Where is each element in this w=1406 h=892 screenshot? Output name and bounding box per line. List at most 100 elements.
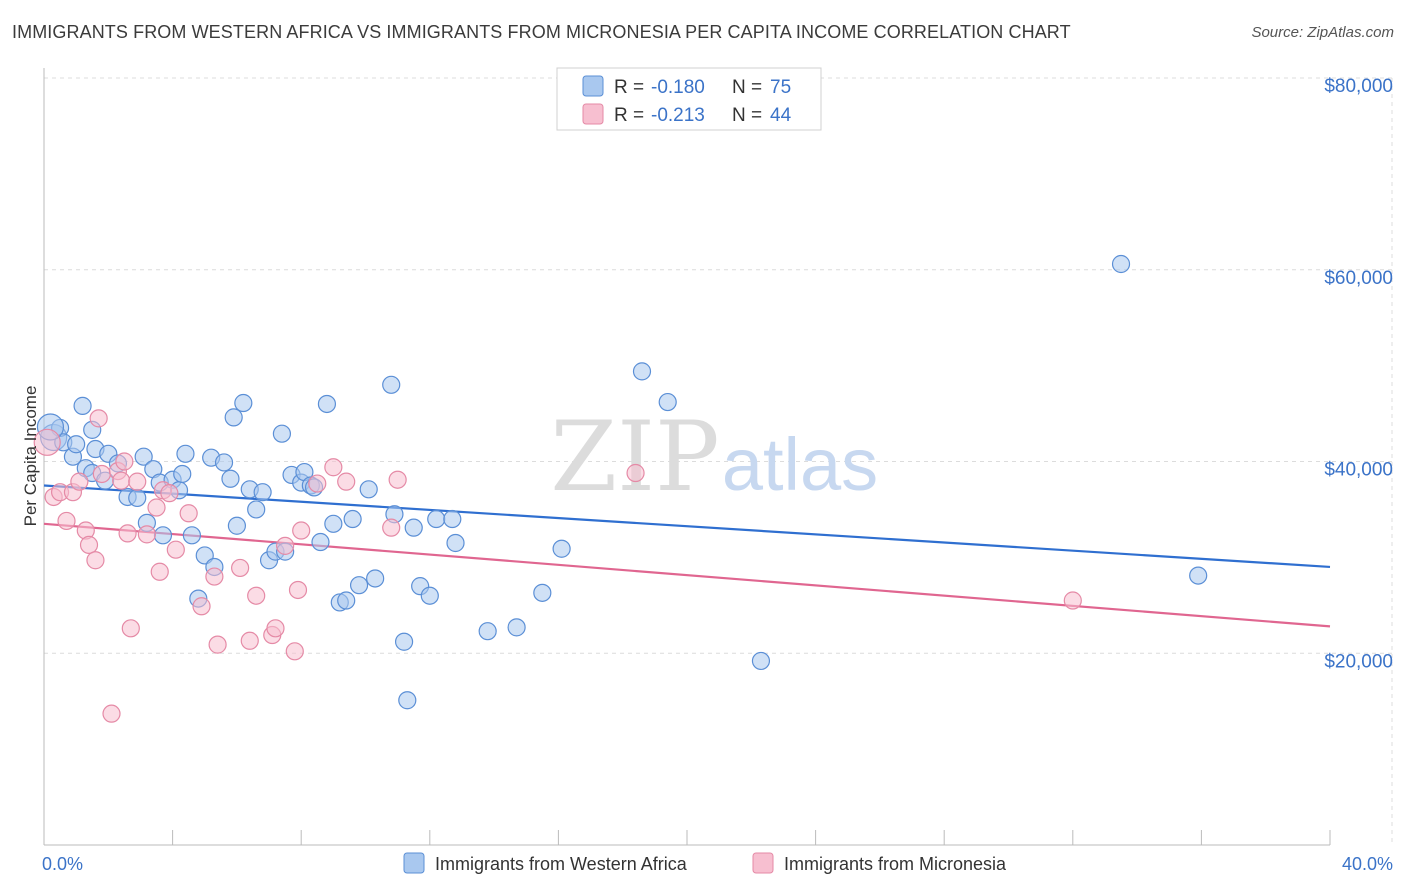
source-label: Source: ZipAtlas.com [1251,24,1394,41]
point-pink-2 [57,511,76,531]
point-blue-33 [234,393,253,413]
point-pink-14 [118,524,137,543]
x-tick-label-1: 40.0% [1342,854,1393,874]
y-tick-label-3: $80,000 [1324,76,1393,97]
point-blue-15 [134,447,153,466]
point-blue-70 [658,392,677,412]
y-tick-labels: $20,000 $40,000 $60,000 $80,000 [1324,76,1393,672]
point-blue-46 [311,532,330,552]
point-pink-29 [247,586,266,605]
point-blue-55 [382,375,401,394]
point-pink-9 [92,464,111,484]
point-pink-25 [205,567,224,586]
point-blue-4 [67,435,86,454]
point-pink-21 [160,484,179,503]
legend-r-label-1: R = [614,77,644,98]
y-axis-label: Per Capita Income [21,386,40,527]
legend-swatch-blue [582,75,604,97]
point-blue-58 [398,691,417,710]
point-pink-15 [121,619,140,638]
point-pink-38 [337,472,356,491]
point-pink-43 [33,428,61,456]
bottom-legend-swatch-pink [752,852,774,874]
point-blue-53 [359,480,378,499]
point-pink-31 [266,619,285,638]
point-blue-57 [394,632,414,651]
point-blue-63 [443,509,462,529]
point-blue-67 [533,583,552,602]
point-pink-18 [147,498,166,517]
point-blue-35 [247,500,266,519]
point-pink-39 [382,518,401,537]
point-pink-26 [208,635,227,654]
point-pink-33 [285,642,304,661]
legend-n-value-2: 44 [770,105,792,126]
point-pink-40 [388,470,407,489]
point-blue-59 [404,518,423,537]
point-pink-7 [86,551,105,570]
point-pink-27 [231,558,250,578]
bottom-legend-swatch-blue [403,852,425,874]
point-blue-73 [1189,566,1208,585]
point-blue-36 [253,483,272,502]
point-blue-48 [324,514,343,533]
point-pink-24 [192,597,211,616]
point-pink-8 [89,409,108,428]
point-blue-71 [751,651,771,671]
point-pink-12 [112,471,131,490]
legend-n-value-1: 75 [770,77,791,98]
legend-n-label-1: N = [732,77,762,98]
legend-r-label-2: R = [614,105,644,126]
point-blue-22 [173,464,192,484]
point-blue-14 [128,488,147,508]
point-pink-42 [1063,591,1082,610]
point-blue-52 [349,576,369,595]
axes [43,68,1331,846]
legend-n-label-2: N = [732,105,762,126]
point-blue-47 [317,394,337,414]
point-blue-72 [1111,254,1131,274]
point-pink-17 [137,525,156,544]
point-pink-28 [240,631,259,650]
point-pink-35 [292,521,311,540]
point-blue-32 [227,516,246,535]
point-blue-68 [552,539,571,558]
point-pink-10 [102,704,121,723]
point-pink-22 [166,540,185,559]
point-blue-62 [427,509,446,529]
point-blue-19 [153,526,173,545]
y-tick-label-0: $20,000 [1324,651,1393,672]
legend-series: Immigrants from Western Africa Immigrant… [403,852,1007,874]
point-blue-65 [478,622,497,641]
y-tick-label-2: $60,000 [1324,268,1393,289]
point-pink-6 [79,535,99,555]
legend-r-value-1: -0.180 [651,77,705,98]
point-blue-39 [272,424,292,443]
point-pink-16 [128,472,147,491]
legend-stats: R = -0.180 N = 75 R = -0.213 N = 44 [556,67,822,131]
point-blue-5 [73,396,92,415]
point-pink-32 [276,536,295,555]
point-blue-24 [182,526,201,545]
watermark-zip: ZIP [550,401,719,513]
point-blue-29 [214,453,234,472]
point-blue-64 [446,533,465,553]
legend-r-value-2: -0.213 [651,105,705,126]
point-pink-4 [70,472,89,491]
point-blue-50 [337,591,356,610]
bottom-legend-label-2: Immigrants from Micronesia [784,854,1007,874]
y-tick-label-1: $40,000 [1324,460,1393,481]
point-pink-13 [115,452,134,471]
point-pink-41 [626,463,645,483]
point-blue-51 [343,509,362,529]
x-tick-labels: 0.0% 40.0% [42,854,1393,874]
point-blue-69 [632,362,652,381]
point-pink-36 [308,474,327,493]
legend-swatch-pink [582,103,604,125]
trend-line-pink [43,522,1331,628]
point-pink-34 [288,580,308,600]
point-pink-19 [150,562,169,581]
watermark-atlas: atlas [722,423,878,506]
point-blue-30 [221,469,240,488]
